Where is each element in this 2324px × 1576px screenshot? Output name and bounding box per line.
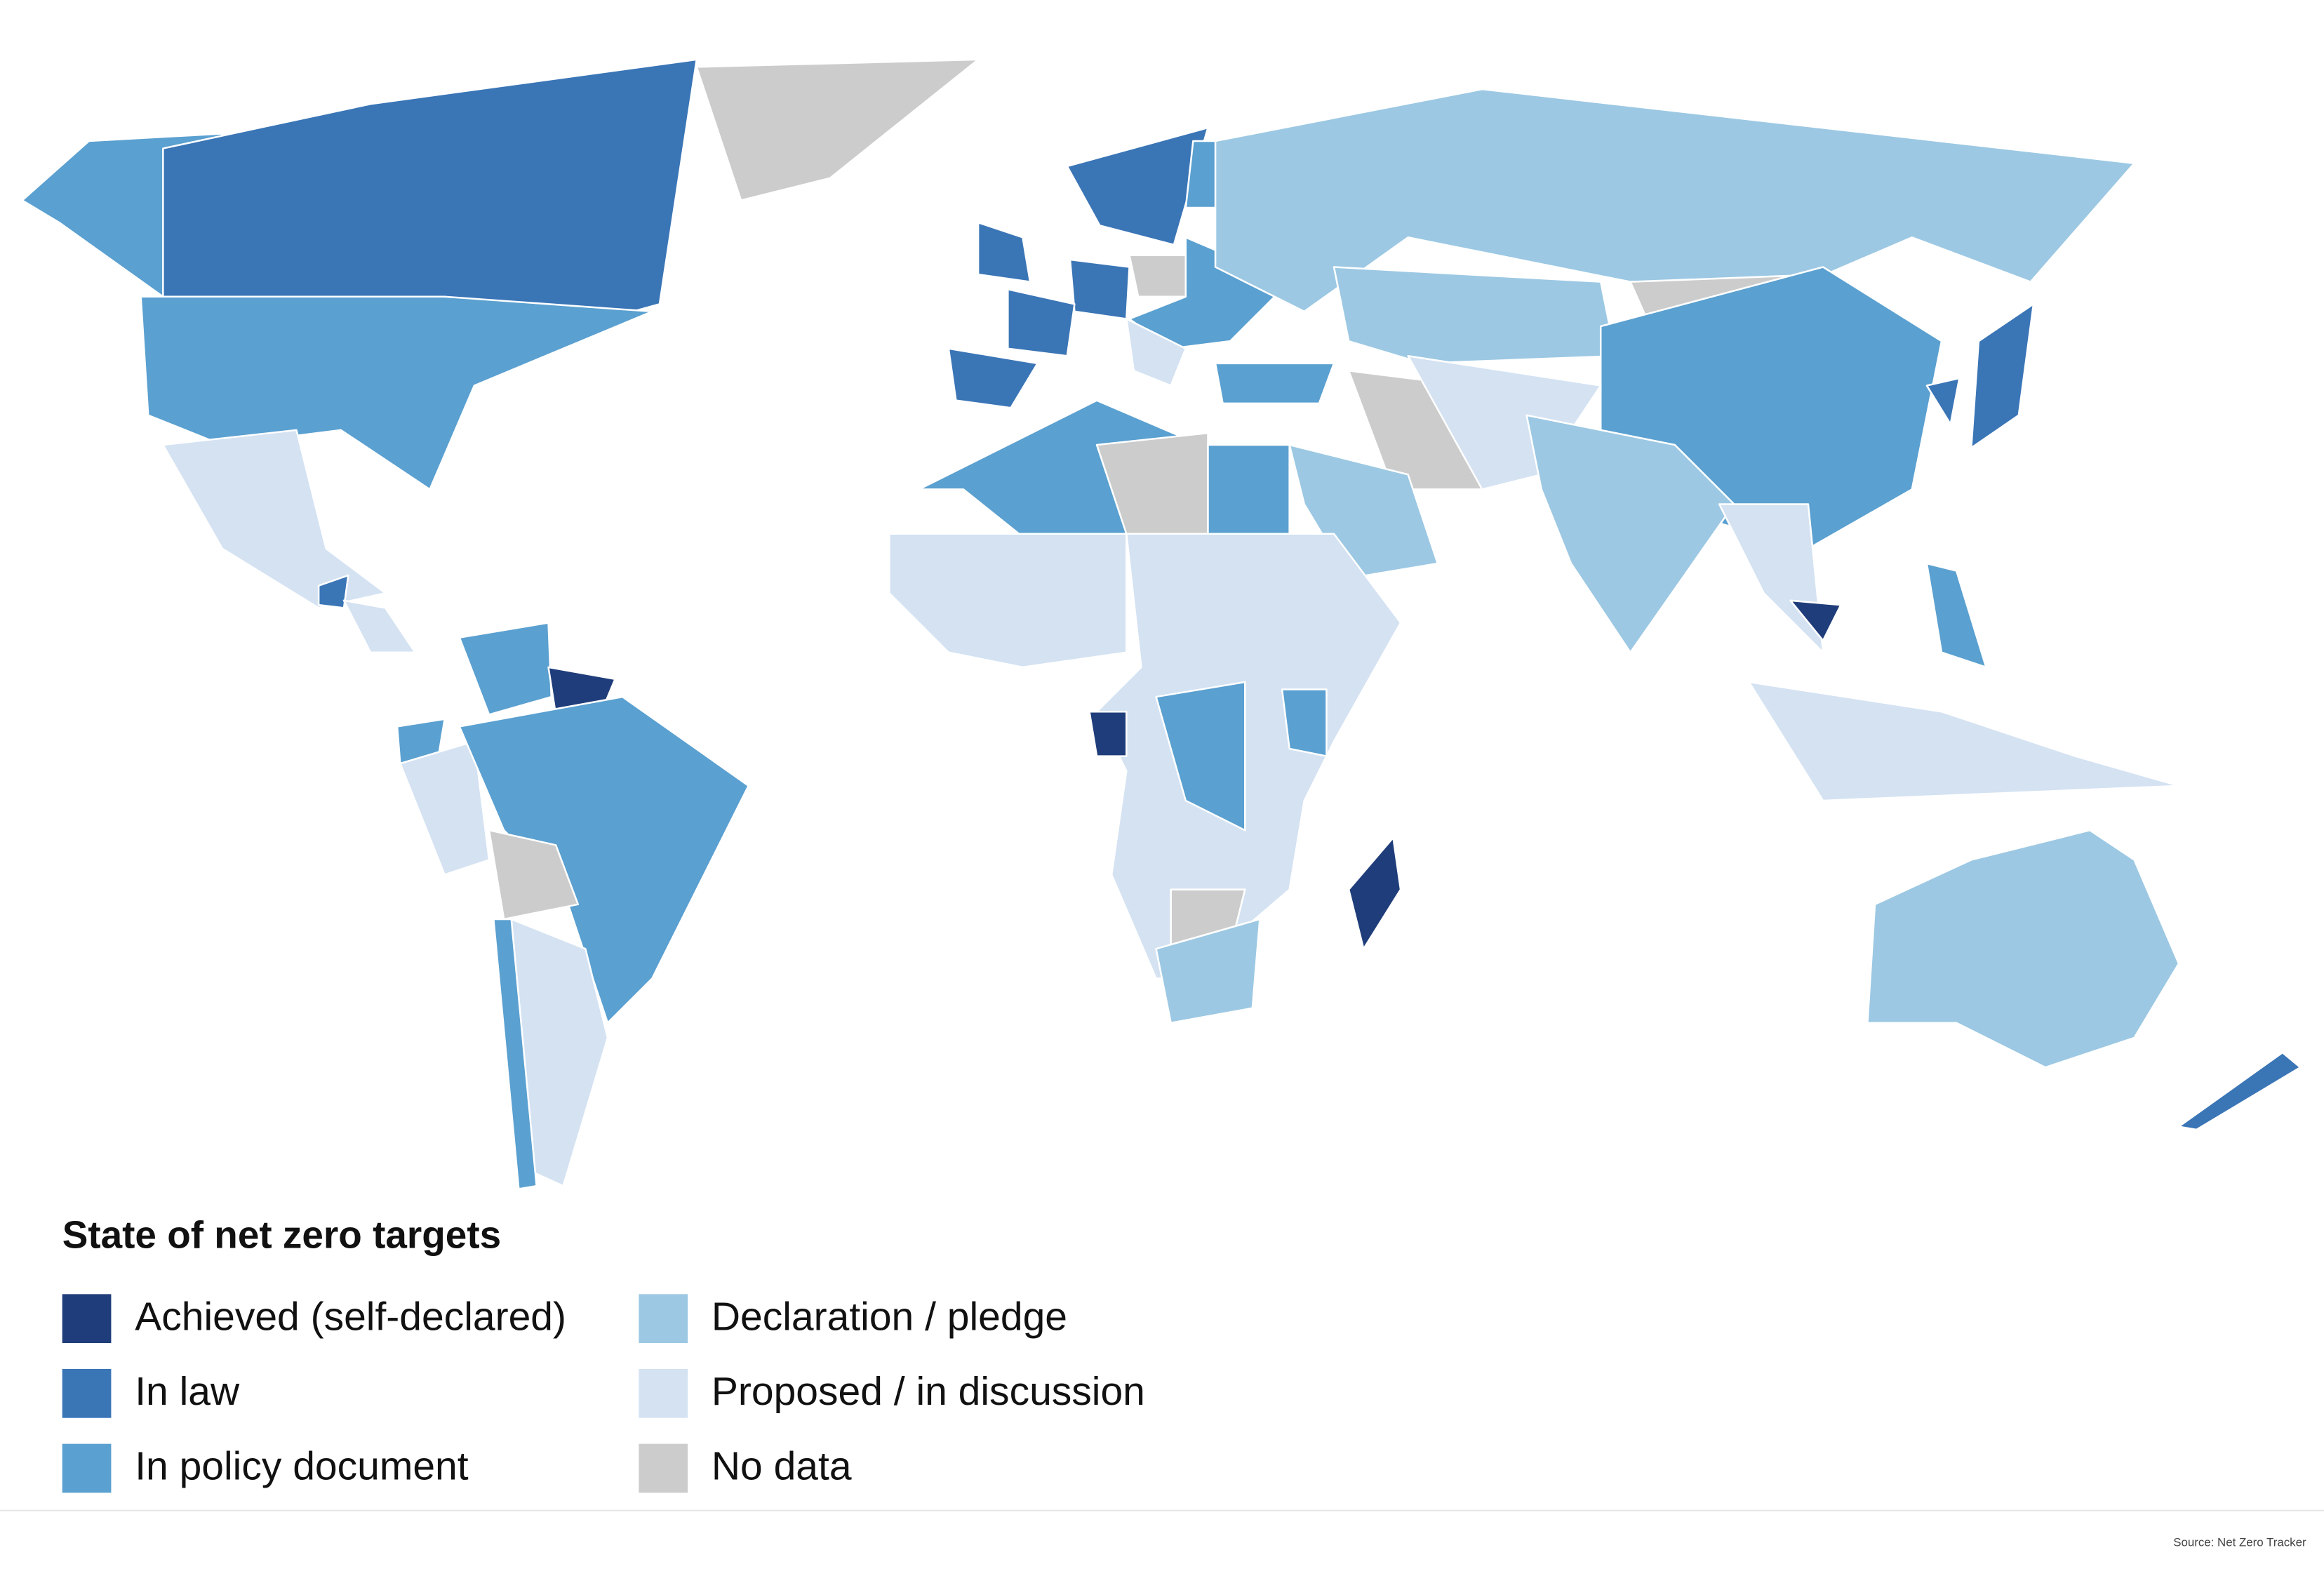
region (1007, 288, 1076, 357)
region (1088, 710, 1128, 757)
region (1748, 681, 2180, 802)
region (1066, 126, 1209, 246)
legend: Achieved (self-declared) In law In policy … (62, 1294, 1145, 1493)
legend-swatch (639, 1443, 688, 1493)
region (342, 599, 416, 653)
region (1347, 836, 1402, 950)
region (1333, 266, 1617, 365)
legend-label: Proposed / in discussion (712, 1369, 1145, 1414)
legend-label: No data (712, 1444, 852, 1489)
region (1789, 599, 1842, 642)
region (2177, 1051, 2302, 1131)
region (1925, 377, 1961, 425)
region (977, 221, 1031, 283)
region (695, 58, 980, 201)
region (458, 622, 553, 716)
region (493, 918, 537, 1190)
region (399, 740, 490, 876)
legend-swatch (62, 1294, 112, 1344)
region (1288, 443, 1439, 580)
region (1128, 254, 1187, 298)
legend-swatch (62, 1369, 112, 1418)
legend-swatch (639, 1369, 688, 1418)
legend-label: Declaration / pledge (712, 1294, 1067, 1339)
region (140, 295, 653, 490)
region (1866, 829, 2180, 1069)
region (1069, 258, 1130, 320)
region (162, 429, 387, 609)
legend-swatch (62, 1443, 112, 1493)
region (1155, 918, 1261, 1024)
region (317, 574, 349, 609)
legend-label: In law (135, 1369, 240, 1414)
source-note: Source: Net Zero Tracker (2173, 1536, 2306, 1549)
region (488, 829, 580, 921)
legend-swatch (639, 1294, 688, 1344)
region (1207, 443, 1290, 535)
region (1525, 414, 1735, 653)
region (1155, 681, 1246, 832)
region (1281, 688, 1328, 757)
legend-label: In policy document (135, 1444, 469, 1489)
world-map (21, 58, 2302, 1190)
region (1925, 562, 1987, 669)
region (1970, 303, 2035, 449)
region (947, 347, 1039, 409)
region (1718, 503, 1824, 653)
region (1126, 318, 1187, 387)
region (1214, 362, 1335, 405)
legend-title: State of net zero targets (62, 1213, 501, 1257)
legend-label: Achieved (self-declared) (135, 1294, 566, 1339)
